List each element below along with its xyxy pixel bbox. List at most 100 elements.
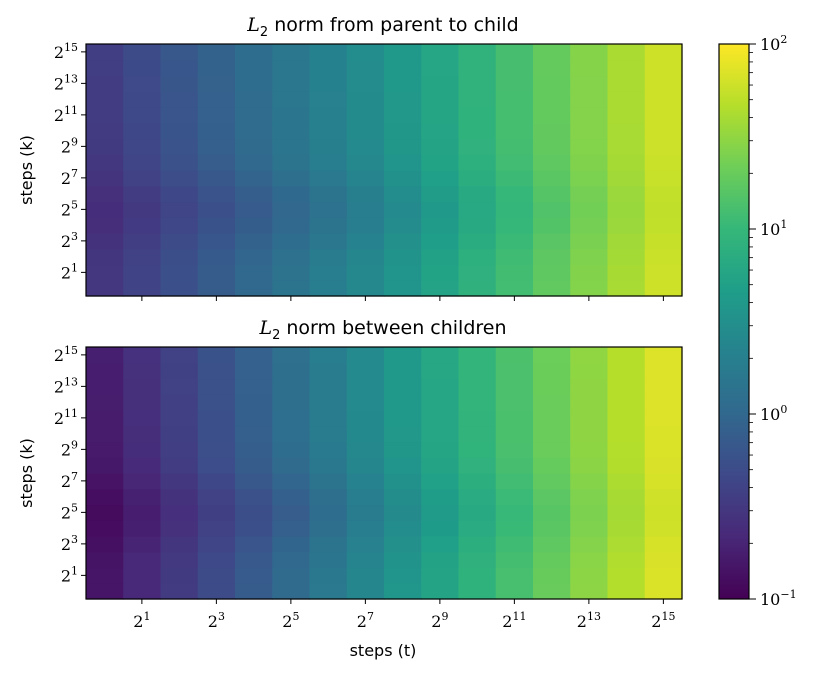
heatmap-cell [533, 264, 571, 281]
heatmap-cell [384, 488, 422, 506]
heatmap-cell [197, 233, 236, 250]
heatmap-cell [570, 91, 609, 108]
heatmap-cell [421, 201, 460, 218]
heatmap-cell [495, 410, 534, 427]
heatmap-cell [384, 75, 422, 92]
heatmap-cell [197, 280, 236, 297]
heatmap-cell [123, 551, 162, 569]
heatmap-cell [86, 44, 124, 61]
heatmap-cell [197, 536, 236, 553]
heatmap-cell [570, 107, 609, 124]
x-tick-label: 211 [502, 610, 526, 631]
heatmap-cell [607, 410, 646, 427]
heatmap-cell [197, 473, 236, 490]
heatmap-cell [384, 154, 422, 171]
heatmap-cell [197, 567, 236, 584]
heatmap-cell [272, 122, 311, 140]
heatmap-cell [607, 185, 646, 203]
heatmap-cell [160, 457, 199, 474]
heatmap-cell [346, 583, 385, 600]
heatmap-cell [607, 551, 646, 569]
top-x-ticks [141, 296, 664, 301]
heatmap-cell [570, 441, 609, 458]
y-tick-label: 215 [54, 344, 78, 365]
heatmap-cell [160, 347, 199, 364]
heatmap-cell [607, 154, 646, 171]
heatmap-cell [235, 280, 273, 297]
heatmap-cell [346, 75, 385, 92]
heatmap-cell [607, 520, 646, 537]
heatmap-cell [309, 410, 348, 427]
heatmap-cell [272, 425, 311, 443]
heatmap-cell [346, 248, 385, 266]
heatmap-cell [346, 264, 385, 281]
heatmap-cell [309, 154, 348, 171]
heatmap-cell [309, 59, 348, 77]
heatmap-cell [123, 410, 162, 427]
heatmap-cell [272, 536, 311, 553]
heatmap-cell [235, 233, 273, 250]
heatmap-cell [421, 520, 460, 537]
heatmap-cell [644, 551, 683, 569]
heatmap-cell [235, 520, 273, 537]
heatmap-cell [160, 441, 199, 458]
heatmap-cell [607, 107, 646, 124]
heatmap-cell [235, 347, 273, 364]
heatmap-cell [86, 107, 124, 124]
heatmap-cell [384, 457, 422, 474]
heatmap-cell [86, 154, 124, 171]
heatmap-cell [86, 91, 124, 108]
x-tick-label: 27 [357, 610, 374, 631]
x-tick-label: 29 [431, 610, 448, 631]
heatmap-cell [533, 217, 571, 234]
top-heatmap-cells [86, 44, 683, 297]
heatmap-cell [160, 583, 199, 600]
heatmap-cell [346, 347, 385, 364]
heatmap-cell [235, 473, 273, 490]
heatmap-cell [309, 75, 348, 92]
heatmap-cell [197, 488, 236, 506]
heatmap-cell [458, 504, 497, 521]
heatmap-cell [384, 185, 422, 203]
heatmap-cell [160, 394, 199, 411]
heatmap-cell [86, 59, 124, 77]
heatmap-cell [86, 551, 124, 569]
heatmap-cell [458, 520, 497, 537]
heatmap-cell [644, 122, 683, 140]
heatmap-cell [197, 107, 236, 124]
top-plot-frame [85, 43, 683, 297]
heatmap-cell [644, 457, 683, 474]
heatmap-cell [123, 362, 162, 380]
bottom-x-axis-label: steps (t) [350, 641, 417, 660]
heatmap-cell [533, 567, 571, 584]
y-tick-label: 29 [61, 438, 78, 459]
y-tick-label: 211 [54, 407, 78, 428]
heatmap-cell [458, 425, 497, 443]
heatmap-cell [644, 201, 683, 218]
heatmap-cell [421, 44, 460, 61]
heatmap-cell [309, 394, 348, 411]
heatmap-cell [495, 75, 534, 92]
heatmap-cell [533, 583, 571, 600]
heatmap-cell [458, 75, 497, 92]
heatmap-cell [197, 201, 236, 218]
heatmap-cell [495, 248, 534, 266]
y-tick-label: 23 [61, 230, 78, 251]
heatmap-cell [533, 201, 571, 218]
heatmap-cell [421, 264, 460, 281]
heatmap-cell [607, 425, 646, 443]
bottom-panel-title: L2 norm between children [258, 317, 506, 343]
heatmap-cell [495, 280, 534, 297]
heatmap-cell [309, 551, 348, 569]
heatmap-cell [197, 138, 236, 155]
heatmap-cell [421, 457, 460, 474]
x-tick-label: 23 [208, 610, 225, 631]
heatmap-cell [384, 44, 422, 61]
heatmap-cell [384, 138, 422, 155]
heatmap-cell [272, 170, 311, 187]
heatmap-cell [309, 473, 348, 490]
heatmap-cell [533, 44, 571, 61]
heatmap-cell [160, 217, 199, 234]
heatmap-cell [607, 394, 646, 411]
heatmap-cell [309, 362, 348, 380]
